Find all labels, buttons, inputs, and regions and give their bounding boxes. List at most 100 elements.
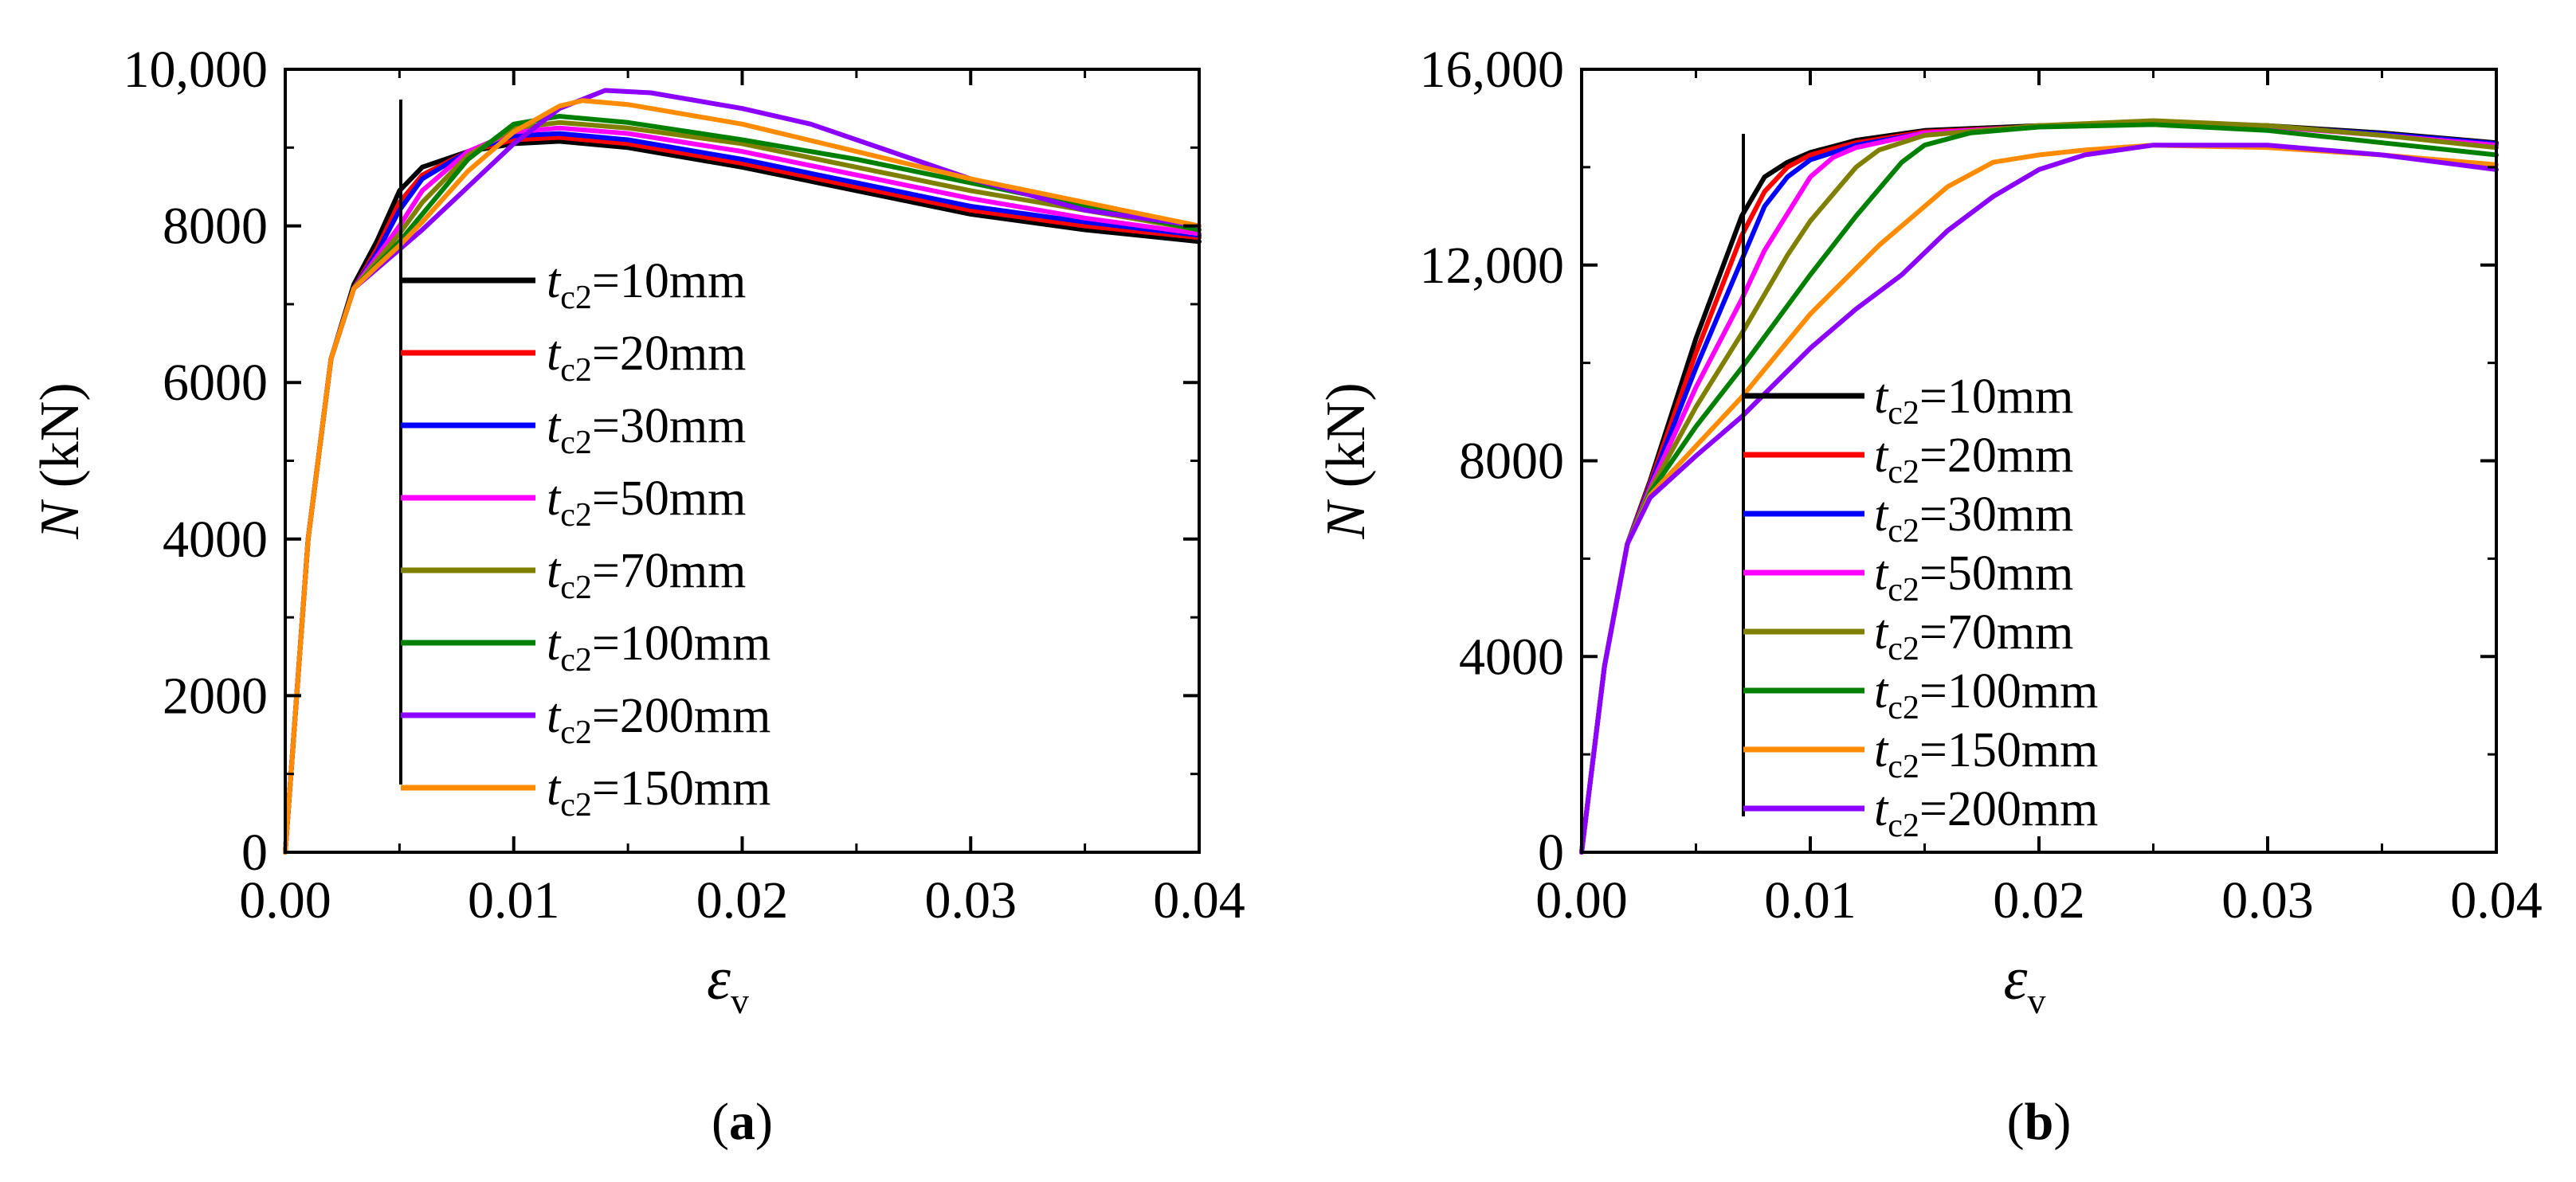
legend-entry-150mm: tc2=150mm [547, 761, 770, 824]
chart-panel-b: 0.00 0.01 0.02 0.03 0.04 0 4000 8000 12,000 16,00… [1315, 41, 2543, 1151]
x-axis-title-symbol: ε [707, 945, 731, 1012]
legend-var: t [547, 616, 562, 671]
legend-subscript: c2 [1888, 572, 1919, 609]
legend-subscript: c2 [560, 569, 592, 606]
legend: tc2=10mmtc2=20mmtc2=30mmtc2=50mmtc2=70mm… [399, 100, 770, 824]
x-axis-title-subscript: v [731, 980, 749, 1021]
y-tick-label: 12,000 [1420, 237, 1565, 295]
legend-subscript: c2 [1888, 513, 1919, 550]
legend-subscript: c2 [560, 352, 592, 389]
y-tick-label: 0 [1538, 824, 1564, 882]
x-axis-title: εv [2004, 945, 2046, 1021]
y-tick-label: 8000 [1459, 432, 1564, 491]
x-tick-label: 0.03 [2221, 871, 2314, 930]
legend-subscript: c2 [560, 497, 592, 534]
legend-subscript: c2 [560, 714, 592, 751]
y-tick-label: 4000 [1459, 628, 1564, 686]
legend-entry-200mm: tc2=200mm [547, 689, 770, 751]
legend-subscript: c2 [1888, 631, 1919, 667]
legend-var: t [547, 399, 562, 453]
legend-value: =30mm [1919, 487, 2073, 542]
y-axis-title-unit: (kN) [29, 382, 91, 502]
series-line-150mm [283, 98, 1202, 855]
legend-var: t [1874, 429, 1889, 483]
y-tick-label: 0 [241, 824, 268, 882]
legend-value: =150mm [592, 761, 770, 816]
legend-entry-10mm: tc2=10mm [547, 254, 746, 316]
legend-var: t [547, 254, 562, 308]
legend-value: =100mm [1919, 664, 2098, 718]
y-tick-label: 8000 [163, 198, 268, 256]
x-axis-title: εv [707, 945, 749, 1021]
legend-var: t [1874, 605, 1889, 659]
legend-entry-20mm: tc2=20mm [1874, 429, 2073, 491]
legend-entry-30mm: tc2=30mm [547, 399, 746, 461]
legend-var: t [1874, 664, 1889, 718]
panel-caption: (a) [712, 1093, 773, 1151]
x-axis-title-subscript: v [2027, 980, 2045, 1021]
legend-subscript: c2 [560, 642, 592, 679]
legend-value: =70mm [592, 544, 746, 598]
x-tick-label: 0.02 [1993, 871, 2085, 930]
y-axis-title-var: N [1315, 499, 1377, 540]
legend-var: t [547, 472, 562, 526]
legend: tc2=10mmtc2=20mmtc2=30mmtc2=50mmtc2=70mm… [1742, 134, 2098, 844]
y-axis-title-unit: (kN) [1315, 382, 1377, 502]
legend-var: t [547, 689, 562, 743]
x-tick-label: 0.00 [1535, 871, 1628, 930]
legend-var: t [1874, 487, 1889, 542]
x-tick-label: 0.02 [696, 871, 789, 930]
caption-paren-open: ( [2007, 1093, 2025, 1151]
legend-subscript: c2 [1888, 749, 1919, 785]
y-axis-title-var: N [29, 499, 91, 540]
caption-paren-close: ) [2053, 1093, 2071, 1151]
x-axis-title-symbol: ε [2004, 945, 2028, 1012]
y-tick-label: 10,000 [124, 41, 269, 99]
series-group [283, 88, 1202, 855]
legend-entry-10mm: tc2=10mm [1874, 370, 2073, 432]
legend-value: =70mm [1919, 605, 2073, 659]
legend-entry-200mm: tc2=200mm [1874, 782, 2098, 844]
y-tick-label: 6000 [163, 354, 268, 412]
caption-letter: a [729, 1093, 755, 1151]
legend-value: =150mm [1919, 723, 2098, 777]
legend-entry-100mm: tc2=100mm [1874, 664, 2098, 726]
legend-subscript: c2 [1888, 454, 1919, 491]
legend-value: =200mm [1919, 782, 2098, 836]
legend-value: =100mm [592, 616, 770, 671]
legend-entry-50mm: tc2=50mm [547, 472, 746, 534]
caption-paren-close: ) [755, 1093, 773, 1151]
legend-entry-150mm: tc2=150mm [1874, 723, 2098, 785]
legend-subscript: c2 [1888, 395, 1919, 432]
legend-subscript: c2 [560, 280, 592, 316]
legend-value: =30mm [592, 399, 746, 453]
legend-subscript: c2 [1888, 808, 1919, 844]
caption-paren-open: ( [712, 1093, 729, 1151]
legend-value: =20mm [592, 327, 746, 381]
legend-var: t [547, 544, 562, 598]
series-line-200mm [1579, 143, 2499, 855]
legend-value: =10mm [1919, 370, 2073, 424]
y-tick-label: 16,000 [1420, 41, 1565, 99]
x-tick-label: 0.00 [239, 871, 331, 930]
legend-value: =50mm [592, 472, 746, 526]
legend-var: t [547, 327, 562, 381]
chart-panel-a: 0.00 0.01 0.02 0.03 0.04 0 2000 4000 6000 8000 10,… [29, 41, 1245, 1151]
legend-var: t [1874, 723, 1889, 777]
legend-entry-70mm: tc2=70mm [547, 544, 746, 606]
legend-subscript: c2 [560, 425, 592, 461]
x-tick-label: 0.03 [925, 871, 1017, 930]
legend-value: =50mm [1919, 546, 2073, 601]
legend-value: =200mm [592, 689, 770, 743]
series-group [1579, 118, 2499, 855]
panel-caption: (b) [2007, 1093, 2072, 1151]
x-tick-label: 0.01 [468, 871, 560, 930]
legend-entry-30mm: tc2=30mm [1874, 487, 2073, 550]
x-tick-label: 0.04 [2450, 871, 2543, 930]
legend-subscript: c2 [560, 787, 592, 824]
legend-var: t [1874, 546, 1889, 601]
y-tick-label: 4000 [163, 511, 268, 569]
legend-entry-50mm: tc2=50mm [1874, 546, 2073, 609]
caption-letter: b [2025, 1093, 2054, 1151]
